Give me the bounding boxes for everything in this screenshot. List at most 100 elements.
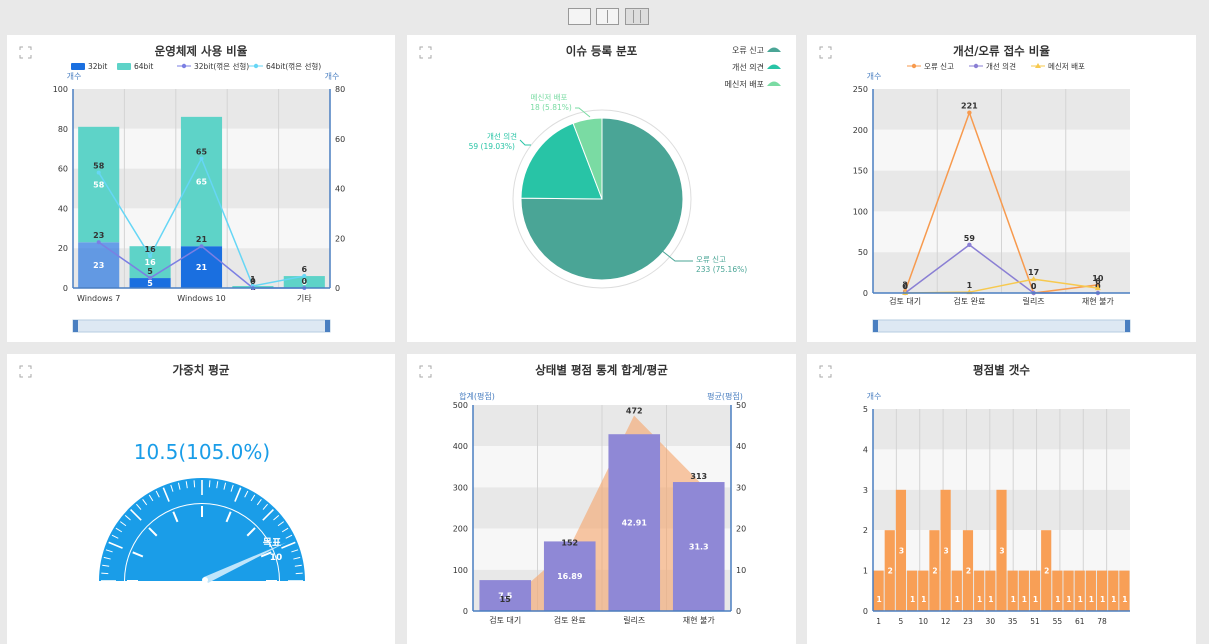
range-handle-right[interactable] <box>1125 320 1130 332</box>
range-handle-left[interactable] <box>73 320 78 332</box>
y-tick-label: 100 <box>53 85 68 94</box>
improve-error-panel: 개선/오류 접수 비율 오류 신고 개선 의견 메신저 배포 개수 0 50 100 150 2… <box>807 35 1196 342</box>
y-tick-label: 3 <box>863 486 868 495</box>
expand-icon[interactable] <box>819 46 832 59</box>
gauge-tick <box>208 480 211 488</box>
rating-bar <box>1052 570 1063 611</box>
expand-icon[interactable] <box>419 46 432 59</box>
y2-tick-label: 80 <box>335 85 345 94</box>
point-32bit <box>199 244 204 249</box>
rating-bar-label: 1 <box>1022 595 1027 604</box>
gauge-minor-tick <box>225 511 232 523</box>
status-rating-panel: 상태별 평점 통계 합계/평균 합계(평점) 평균(평점) 0 100 200 300 40… <box>407 354 796 644</box>
x-tick-label: 검토 완료 <box>554 615 586 625</box>
avg-bar <box>672 482 725 611</box>
range-handle-left[interactable] <box>873 320 878 332</box>
rating-bar-label: 1 <box>1078 595 1083 604</box>
gauge-tick <box>142 498 148 506</box>
rating-bar-label: 1 <box>1066 595 1071 604</box>
gauge-tick <box>293 556 301 560</box>
y2-tick-label: 0 <box>335 284 340 293</box>
range-scrollbar[interactable] <box>872 319 1131 333</box>
y-tick-label: 200 <box>453 525 468 534</box>
legend-item-swatch <box>117 63 131 70</box>
rating-bar-label: 2 <box>966 567 971 576</box>
pie-label-value: 59 (19.03%) <box>469 142 515 151</box>
gauge-tick <box>277 521 285 527</box>
y-axis-title: 합계(평점) <box>459 391 495 401</box>
gauge-tick <box>256 498 262 506</box>
expand-icon[interactable] <box>19 46 32 59</box>
rating-bar <box>962 530 974 611</box>
chart-title: 이슈 등록 분포 <box>565 44 638 58</box>
x-tick-label: 5 <box>899 617 904 626</box>
gauge-tick <box>111 534 119 539</box>
gauge-tick <box>185 481 188 489</box>
range-scrollbar[interactable] <box>72 319 331 333</box>
point-label: 0 <box>902 282 908 291</box>
weight-average-panel: 가중치 평균 10.5(105.0%) 목표 10 <box>7 354 395 644</box>
layout-2col-button[interactable] <box>596 8 619 25</box>
rating-bar-label: 2 <box>1044 567 1049 576</box>
bar-64bit-label: 65 <box>196 178 208 187</box>
status-rating-chart: 합계(평점) 평균(평점) 0 100 200 300 400 500 0 10 20 30 40 50 7… <box>453 391 746 625</box>
os-usage-chart: 32bit 64bit 32bit(꺾은 선형) 64bit(꺾은 선형) 개수 개수 0 2… <box>53 61 345 333</box>
point-32bit-label: 0 <box>250 277 256 286</box>
rating-bar <box>951 570 962 611</box>
y-tick-label: 4 <box>863 445 868 454</box>
rating-bar <box>1096 570 1108 611</box>
y-axis-title: 개수 <box>867 71 882 81</box>
gauge-tick <box>250 494 256 502</box>
layout-3col-button[interactable] <box>625 8 649 25</box>
expand-icon[interactable] <box>419 365 432 378</box>
rating-bar <box>940 489 951 611</box>
point-label: 221 <box>961 102 978 111</box>
rating-bar <box>1018 570 1029 611</box>
rating-bar-label: 1 <box>1089 595 1094 604</box>
gauge-minor-tick <box>260 551 272 558</box>
layout-1col-button[interactable] <box>568 8 591 25</box>
y-tick-label: 0 <box>63 284 68 293</box>
x-tick-label: Windows 7 <box>77 294 120 303</box>
x-tick-label: 1 <box>876 617 881 626</box>
legend-swatch <box>767 64 781 69</box>
gauge-tick <box>273 515 280 521</box>
y-tick-label: 80 <box>58 125 68 134</box>
y-axis-title: 개수 <box>67 71 82 81</box>
point-64bit-label: 16 <box>145 245 157 254</box>
bar-32bit <box>180 246 223 288</box>
gauge-tick <box>148 494 154 502</box>
gauge-minor-tick <box>132 551 144 558</box>
avg-bar <box>479 580 532 611</box>
gauge-tick <box>103 556 111 560</box>
rating-bar <box>974 570 985 611</box>
pie-label-name: 메신저 배포 <box>531 93 568 102</box>
expand-icon[interactable] <box>19 365 32 378</box>
y-tick-label: 500 <box>453 401 468 410</box>
range-handle-right[interactable] <box>325 320 330 332</box>
bar-64bit <box>129 246 171 279</box>
chart-title: 상태별 평점 통계 합계/평균 <box>535 363 668 377</box>
series-point <box>967 110 972 115</box>
point-label: 17 <box>1028 268 1039 277</box>
chart-title: 가중치 평균 <box>172 363 230 377</box>
avg-bar-label: 7.5 <box>498 592 513 601</box>
gauge-tick <box>119 521 127 527</box>
gauge-value: 10.5(105.0%) <box>134 440 270 464</box>
y-axis-title: 개수 <box>867 391 882 401</box>
issue-distribution-panel: 이슈 등록 분포 오류 신고 개선 의견 메신저 배포 오류 신고 233 (75.16… <box>407 35 796 342</box>
point-32bit-label: 0 <box>302 277 308 286</box>
x-tick-label: 23 <box>963 617 973 626</box>
x-tick-label: 78 <box>1097 617 1107 626</box>
legend-label: 오류 신고 <box>924 62 954 71</box>
chart-title: 운영체제 사용 비율 <box>154 44 248 58</box>
bar-32bit-label: 23 <box>93 261 104 270</box>
expand-icon[interactable] <box>819 365 832 378</box>
legend-swatch-dot <box>973 63 979 69</box>
point-64bit <box>148 254 153 259</box>
legend-label: 개선 의견 <box>986 61 1016 71</box>
legend-swatch <box>767 81 781 86</box>
x-tick-label: 기타 <box>297 294 312 303</box>
gauge-tick <box>102 564 110 567</box>
